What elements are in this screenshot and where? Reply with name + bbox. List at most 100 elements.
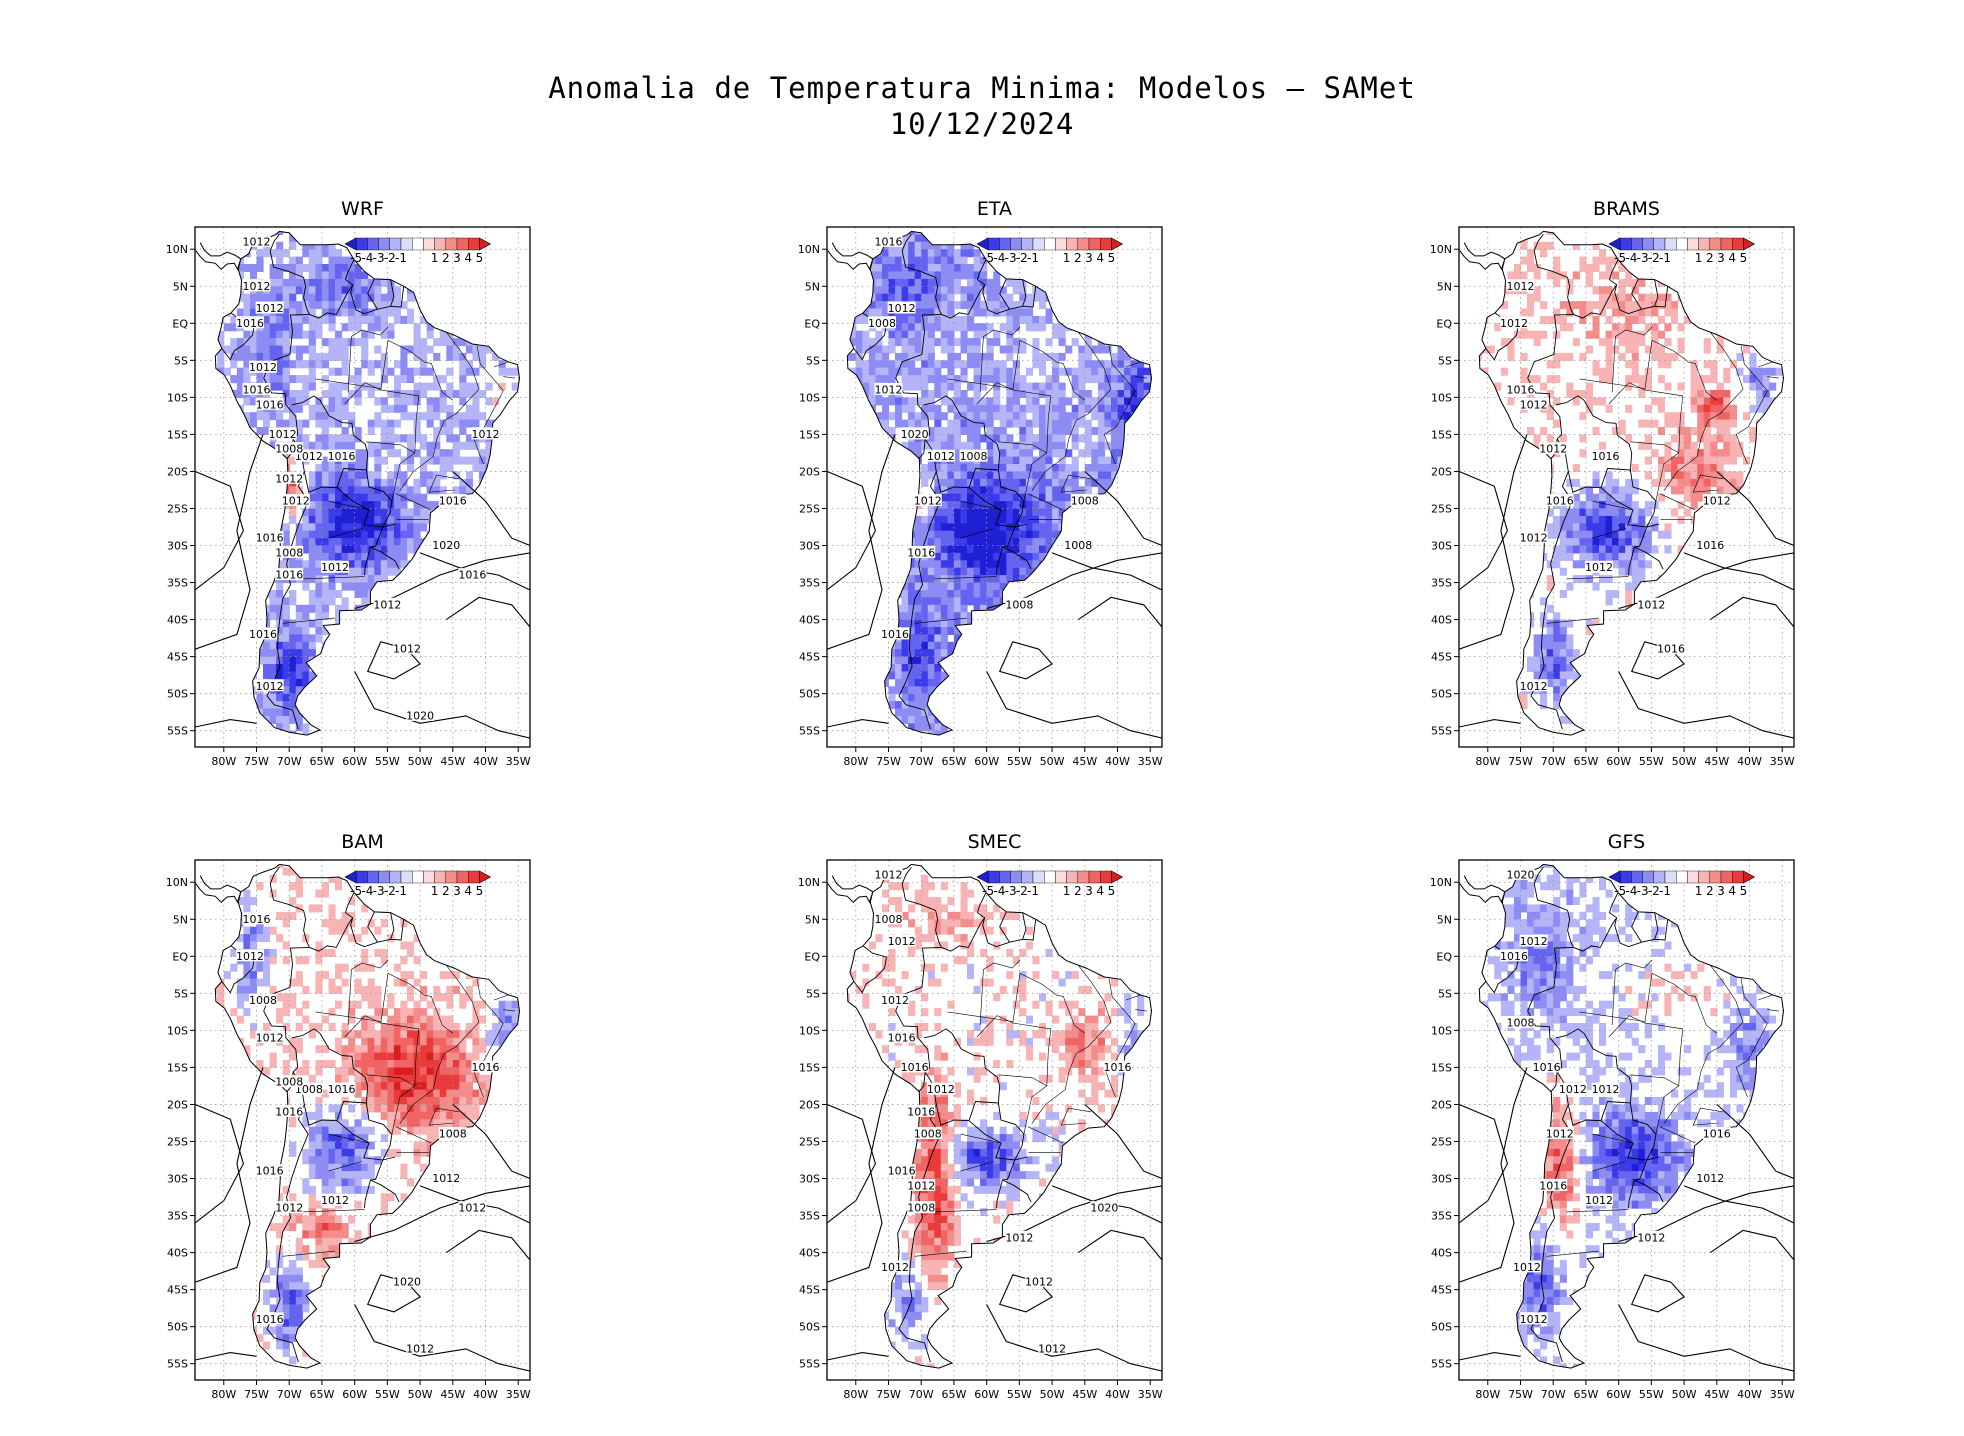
- lat-tick-label: 10S: [799, 1024, 820, 1037]
- isobar-label: 1016: [1696, 539, 1724, 552]
- colorbar-label: -4: [361, 884, 373, 898]
- isobar-label: 1012: [269, 428, 297, 441]
- lon-tick-label: 75W: [876, 1388, 901, 1401]
- colorbar-label: -2: [1016, 251, 1028, 265]
- lat-tick-label: 40S: [167, 614, 188, 627]
- colorbar-label: -4: [361, 251, 373, 265]
- colorbar: -5 -4 -3 -2 -1 1 2 3 4 5: [344, 870, 492, 898]
- lat-tick-label: 5S: [174, 354, 188, 367]
- lat-tick-label: 35S: [167, 1210, 188, 1223]
- isobar-label: 1008: [960, 450, 988, 463]
- coastline: [1459, 863, 1785, 1369]
- lat-tick-label: 55S: [799, 1358, 820, 1371]
- isobar-label: 1012: [1703, 495, 1731, 508]
- isobar-label: 1016: [1592, 450, 1620, 463]
- colorbar-label: 2: [442, 884, 450, 898]
- panel-title: GFS: [1608, 831, 1645, 853]
- lon-tick-label: 80W: [843, 1388, 868, 1401]
- isobar-label: 1016: [1546, 495, 1574, 508]
- lon-tick-label: 60W: [1606, 1388, 1631, 1401]
- colorbar-label: 5: [476, 251, 484, 265]
- lon-tick-label: 75W: [244, 1388, 269, 1401]
- isobar-labels: 1008 1012 1012 1008 1016 1012 1016 1012 1016 1020…: [235, 912, 500, 1355]
- lat-tick-label: EQ: [1436, 317, 1452, 330]
- isobar-label: 1012: [406, 1342, 434, 1355]
- colorbar-label: -2: [1648, 884, 1660, 898]
- isobar-label: 1012: [881, 994, 909, 1007]
- lon-tick-label: 75W: [876, 755, 901, 768]
- lon-tick-label: 50W: [1672, 755, 1697, 768]
- lat-tick-label: 20S: [1431, 1098, 1452, 1111]
- figure-title-line1: Anomalia de Temperatura Minima: Modelos …: [548, 71, 1416, 105]
- lat-tick-label: EQ: [804, 950, 820, 963]
- isobar-label: 1008: [1064, 539, 1092, 552]
- isobar-label: 1016: [275, 569, 303, 582]
- lon-tick-label: 65W: [309, 755, 334, 768]
- lat-tick-label: 15S: [1431, 428, 1452, 441]
- colorbar-label: -1: [1027, 884, 1039, 898]
- isobar-labels: 1012101210081016101210121016102010121012…: [235, 234, 500, 722]
- colorbar-label: 1: [1063, 884, 1071, 898]
- colorbar-label: -5: [1614, 884, 1626, 898]
- colorbar-label: -3: [373, 251, 385, 265]
- panel-title: BAM: [341, 831, 383, 853]
- colorbar-label: 1: [1695, 251, 1703, 265]
- lat-tick-label: EQ: [1436, 950, 1452, 963]
- lat-tick-label: 5S: [806, 354, 820, 367]
- lat-tick-label: 15S: [1431, 1061, 1452, 1074]
- lat-tick-label: 40S: [799, 614, 820, 627]
- map-panel-gfs: GFS 1012 1012 1016 1012 1012 1016 1008 1012 1012 1…: [1414, 828, 1834, 1401]
- isobar-label: 1012: [393, 643, 421, 656]
- lat-tick-label: 5S: [1438, 354, 1452, 367]
- lon-tick-label: 70W: [1541, 1388, 1566, 1401]
- isobar-label: 1016: [1507, 383, 1535, 396]
- lat-tick-label: 10N: [1430, 243, 1452, 256]
- isobar-labels: 1008101210121016101210121012101210081012…: [874, 867, 1132, 1355]
- colorbar-label: 5: [476, 884, 484, 898]
- isobar-label: 1012: [275, 472, 303, 485]
- isobar-label: 1016: [1104, 1061, 1132, 1074]
- isobar-label: 1012: [1592, 1083, 1620, 1096]
- isobar-label: 1016: [875, 235, 903, 248]
- lat-tick-label: 35S: [1431, 577, 1452, 590]
- lon-tick-label: 75W: [1508, 1388, 1533, 1401]
- axes: 10N 5N EQ 5S 10S 15S 20S 25S 30S 35S 40S 45S 50S 55S 8…: [1430, 876, 1795, 1401]
- isobar-labels: 1012 1012 1016 1012 1012 1016 1008 1012 1012 1020…: [1499, 867, 1731, 1326]
- lat-tick-label: 40S: [167, 1247, 188, 1260]
- isobar-label: 1012: [432, 1172, 460, 1185]
- colorbar-label: -1: [395, 884, 407, 898]
- map-canvas: ETA1008100810081008101210121008101610201…: [798, 198, 1163, 768]
- isobar-label: 1020: [432, 539, 460, 552]
- lon-tick-label: 40W: [473, 755, 498, 768]
- isobar-label: 1016: [888, 1031, 916, 1044]
- lon-tick-label: 45W: [1072, 1388, 1097, 1401]
- colorbar-label: -2: [384, 251, 396, 265]
- colorbar: -5 -4 -3 -2 -1 1 2 3 4 5: [1608, 237, 1756, 265]
- isobar-label: 1016: [1500, 950, 1528, 963]
- colorbar-label: -2: [1648, 251, 1660, 265]
- isobar-label: 1008: [1005, 598, 1033, 611]
- lon-tick-label: 70W: [909, 1388, 934, 1401]
- lat-tick-label: EQ: [172, 317, 188, 330]
- axes: 10N 5N EQ 5S 10S 15S 20S 25S 30S 35S 40S 45S 50S 55S 8…: [1430, 243, 1795, 768]
- lat-tick-label: 40S: [799, 1247, 820, 1260]
- colorbar-label: -3: [1005, 251, 1017, 265]
- lat-tick-label: 50S: [1431, 1321, 1452, 1334]
- lat-tick-label: 25S: [167, 502, 188, 515]
- isobar-label: 1016: [1657, 643, 1685, 656]
- lat-tick-label: 10S: [167, 391, 188, 404]
- isobar-label: 1020: [1090, 1202, 1118, 1215]
- colorbar-label: -3: [1637, 251, 1649, 265]
- lon-tick-label: 60W: [342, 1388, 367, 1401]
- lon-tick-label: 80W: [1475, 755, 1500, 768]
- lat-tick-label: 10S: [167, 1024, 188, 1037]
- panel-title: BRAMS: [1593, 198, 1660, 220]
- lat-tick-label: 55S: [167, 1358, 188, 1371]
- lat-tick-label: 45S: [1431, 651, 1452, 664]
- isobar-label: 1016: [328, 450, 356, 463]
- lat-tick-label: 35S: [799, 1210, 820, 1223]
- lat-tick-label: 30S: [799, 540, 820, 553]
- panel-title: ETA: [977, 198, 1012, 220]
- lat-tick-label: 25S: [799, 502, 820, 515]
- lat-tick-label: 5N: [1437, 913, 1452, 926]
